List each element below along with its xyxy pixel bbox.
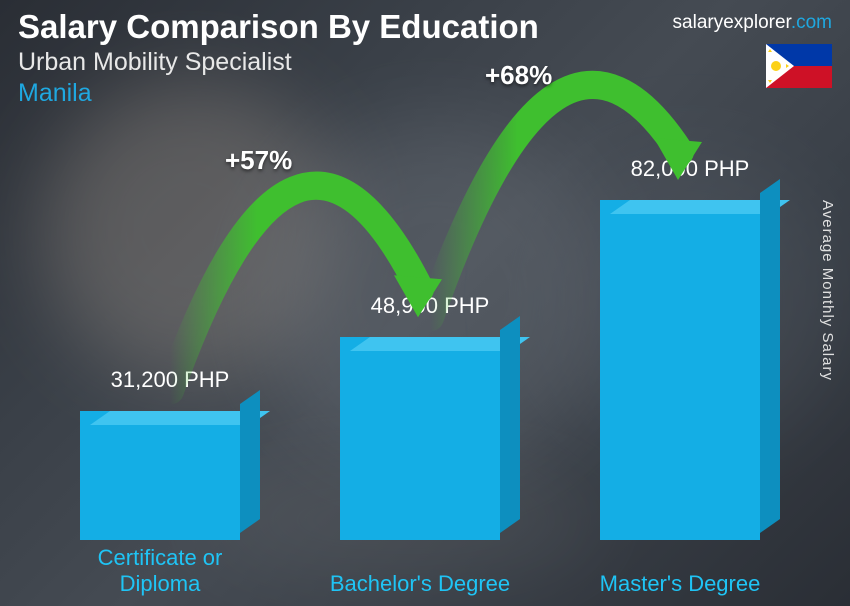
brand-name: salaryexplorer <box>673 12 791 33</box>
brand-label: salaryexplorer.com <box>673 12 832 34</box>
bar-category-label: Master's Degree <box>580 571 780 596</box>
bar-chart: 31,200 PHPCertificate or Diploma48,900 P… <box>50 130 780 540</box>
bar-category-label: Bachelor's Degree <box>320 571 520 596</box>
bar-category-label: Certificate or Diploma <box>60 545 260 596</box>
job-title: Urban Mobility Specialist <box>18 48 832 77</box>
flag-icon <box>766 44 832 88</box>
increase-percent-label: +68% <box>485 60 552 91</box>
y-axis-label: Average Monthly Salary <box>819 200 836 381</box>
location-label: Manila <box>18 79 832 108</box>
increase-arrow <box>50 130 780 540</box>
brand-domain: .com <box>791 12 832 33</box>
